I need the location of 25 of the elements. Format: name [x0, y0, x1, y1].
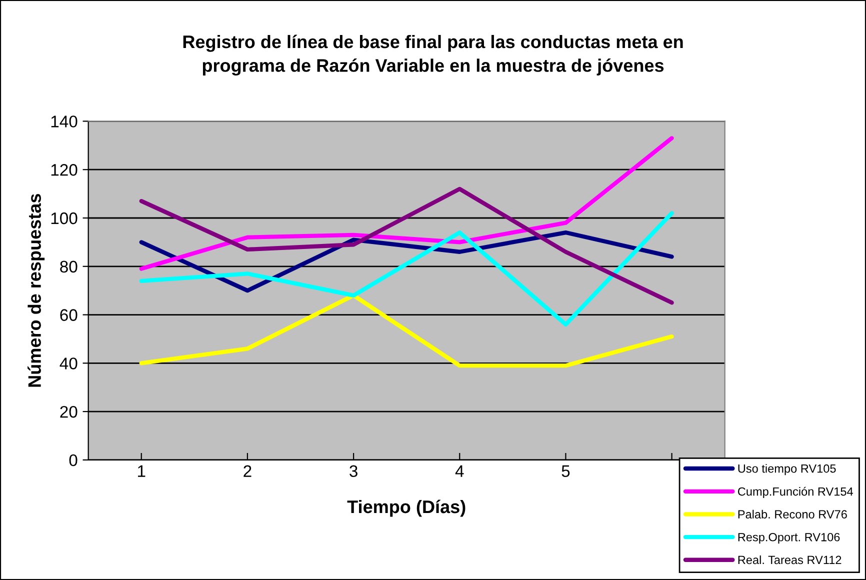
y-tick-label: 20 [60, 406, 78, 418]
y-tick-label: 0 [69, 454, 78, 466]
y-tick-label: 80 [60, 260, 78, 273]
line-series [139, 293, 674, 368]
line-series [139, 211, 674, 327]
x-tick-label: 4 [455, 465, 464, 477]
y-tick-label: 120 [51, 164, 78, 176]
y-tick-label: 60 [60, 309, 78, 321]
line-series [139, 136, 674, 271]
chart-title: Registro de línea de base final para las conductas meta en programa de Razón Variable en la muestra de jóvenes [183, 34, 683, 76]
x-tick-label: 3 [350, 465, 358, 478]
legend-label: Resp.Oport. RV106 [738, 532, 840, 544]
x-tick-label: 2 [244, 465, 252, 477]
legend-label: Real. Tareas RV112 [738, 555, 842, 564]
y-axis-title: Número de respuestas [28, 194, 45, 387]
x-tick-label: 5 [562, 465, 570, 478]
legend-label: Cump.Función RV154 [738, 486, 853, 498]
y-tick-label: 100 [51, 212, 78, 224]
line-series [139, 186, 674, 305]
y-tick-label: 140 [51, 116, 78, 128]
legend-label: Palab. Recono RV76 [738, 510, 847, 518]
x-axis-title: Tiempo (Días) [347, 500, 466, 517]
y-tick-label: 40 [60, 358, 78, 370]
legend-label: Uso tiempo RV105 [738, 464, 836, 476]
x-tick-label: 1 [138, 465, 146, 477]
